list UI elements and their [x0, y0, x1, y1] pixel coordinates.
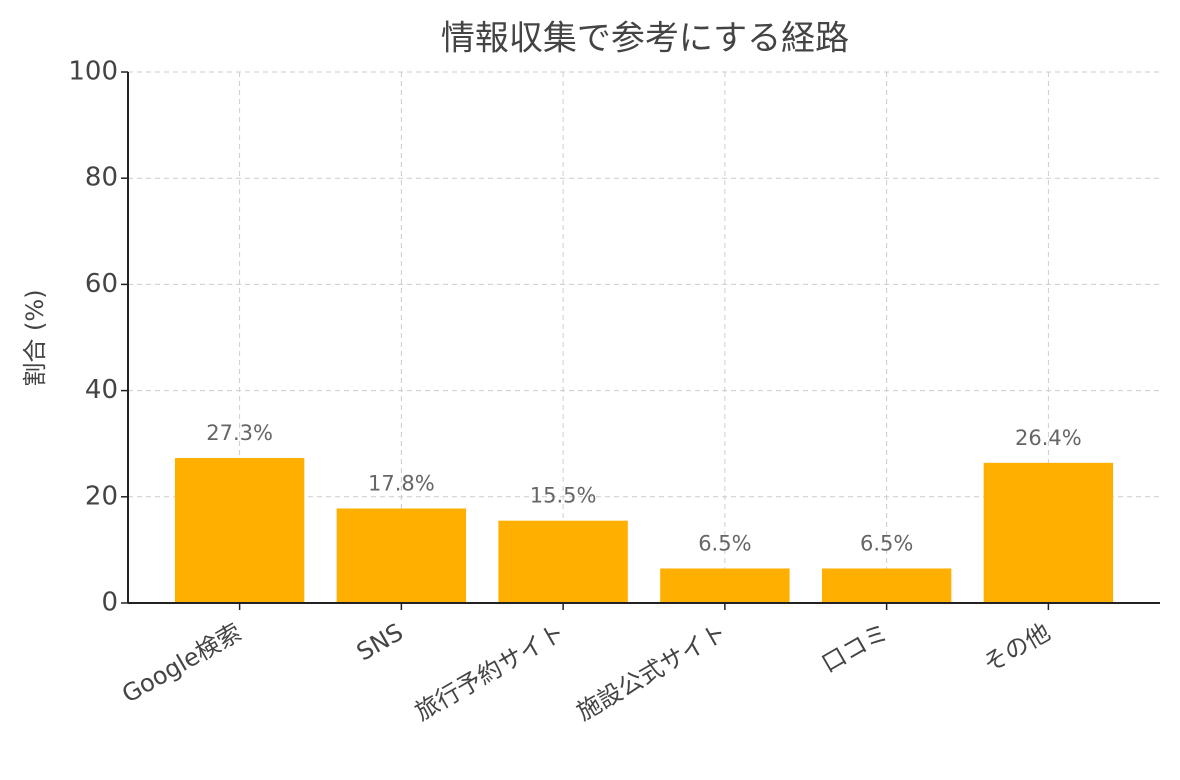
- bar: [983, 462, 1114, 603]
- y-tick-label: 80: [85, 163, 118, 193]
- value-label: 6.5%: [860, 531, 913, 555]
- x-tick-label: 旅行予約サイト: [410, 618, 569, 726]
- y-tick-label: 0: [101, 588, 118, 618]
- y-tick-label: 20: [85, 481, 118, 511]
- bar: [336, 508, 467, 603]
- x-tick-label: Google検索: [117, 618, 246, 709]
- value-label: 27.3%: [206, 421, 273, 445]
- bar: [498, 520, 628, 603]
- chart-title: 情報収集で参考にする経路: [441, 19, 849, 59]
- x-tick-label: SNS: [352, 618, 408, 666]
- x-tick-label: その他: [979, 618, 1055, 678]
- y-tick-label: 40: [85, 375, 118, 405]
- bar: [174, 458, 305, 603]
- value-label: 26.4%: [1015, 426, 1082, 450]
- x-tick-label: 施設公式サイト: [572, 618, 731, 726]
- value-label: 6.5%: [698, 531, 751, 555]
- value-label: 17.8%: [368, 471, 435, 495]
- y-tick-label: 60: [85, 269, 118, 299]
- bar: [660, 568, 790, 603]
- y-tick-label: 100: [68, 57, 118, 87]
- x-tick-label: 口コミ: [817, 618, 893, 678]
- bar: [821, 568, 952, 603]
- value-label: 15.5%: [530, 484, 597, 508]
- y-axis-label: 割合 (%): [21, 289, 49, 386]
